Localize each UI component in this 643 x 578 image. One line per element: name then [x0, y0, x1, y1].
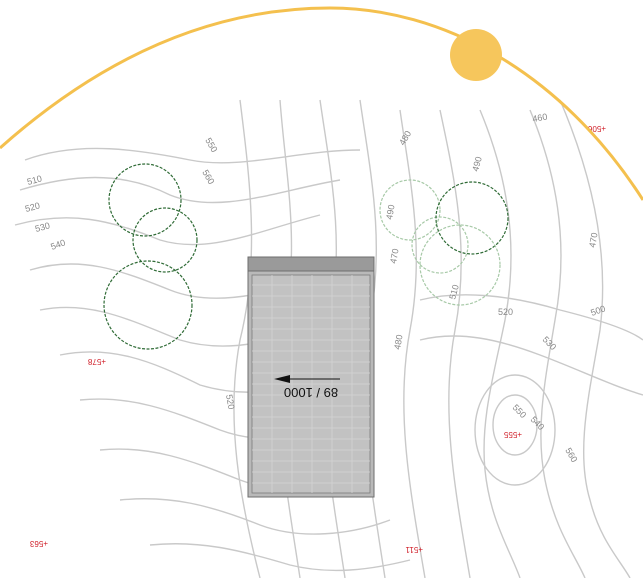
sun-path-arc	[0, 6, 643, 201]
contour-label: 490	[384, 204, 396, 221]
tree-canopy	[379, 179, 441, 241]
contour-label: 520	[24, 200, 41, 214]
contour-label: 550	[511, 402, 529, 420]
tree-canopy	[108, 163, 182, 237]
contour-label: 470	[587, 232, 599, 249]
contour-label: 530	[541, 334, 559, 352]
contour-label: 520	[498, 307, 513, 317]
tree-canopy	[435, 181, 509, 255]
trees	[103, 163, 509, 350]
contour-label: 460	[532, 112, 549, 124]
contour-label: 490	[470, 155, 484, 172]
spot-elevation: +511	[405, 545, 423, 554]
spot-elevation: +578	[87, 357, 106, 366]
contour-label: 540	[49, 237, 67, 252]
contour-label: 470	[388, 248, 400, 265]
contour-label: 480	[397, 129, 413, 147]
sun-icon	[450, 29, 502, 81]
spot-elevation: +506	[587, 124, 606, 133]
unit-count-label: 89 / 1000	[284, 385, 338, 400]
tree-canopy	[419, 224, 501, 306]
spot-elevation: +563	[29, 539, 48, 548]
spot-elevation: +555	[503, 430, 522, 439]
tree-canopy	[411, 216, 469, 274]
contour-label: 500	[589, 303, 607, 318]
contour-label: 550	[203, 136, 219, 154]
contour-label: 530	[34, 220, 51, 234]
contour-label: 480	[392, 334, 404, 351]
contour-label: 510	[26, 173, 43, 187]
contour-label: 510	[447, 283, 461, 300]
contour-label: 520	[224, 394, 236, 411]
tree-canopy	[103, 260, 193, 350]
contour-label: 560	[563, 446, 579, 464]
spot-elevations: +578 +555 +563 +511 +506	[29, 124, 606, 554]
north-arrow-head	[274, 375, 290, 383]
tree-canopy	[132, 207, 198, 273]
building-roof-cap	[247, 256, 375, 272]
contour-label: 540	[529, 414, 547, 432]
building-grid	[252, 275, 370, 493]
building: 89 / 1000	[247, 256, 375, 498]
contour-label: 560	[200, 168, 216, 186]
